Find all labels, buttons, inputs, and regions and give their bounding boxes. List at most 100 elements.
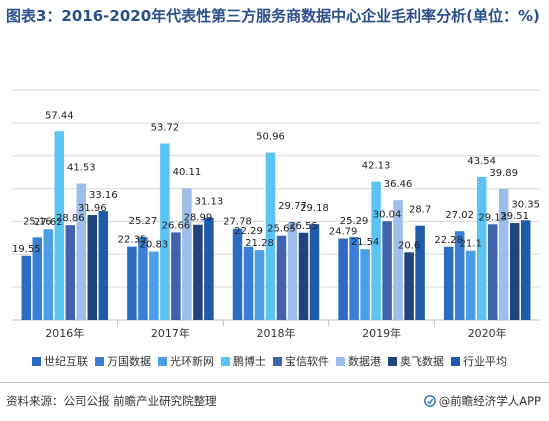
source-note: 资料来源：公司公报 前瞻产业研究院整理 [6,394,217,408]
bar [287,222,298,320]
bar [254,250,265,320]
bar [360,249,370,320]
bar [65,225,76,320]
legend-swatch [32,356,41,366]
bar [182,188,192,320]
bar [265,152,276,320]
legend-label: 世纪互联 [44,355,88,368]
legend-label: 奥飞数据 [400,355,444,368]
bar [43,229,54,320]
data-label: 27.62 [34,217,63,228]
bar [87,214,98,320]
brand-logo-icon [423,395,436,407]
legend-swatch [336,356,345,366]
brand-label: @前瞻经济学人APP [438,394,541,408]
bar [476,176,487,320]
data-label: 27.02 [445,210,474,221]
data-label: 22.29 [234,226,263,237]
data-label: 21.28 [245,238,274,249]
x-tick-label: 2019年 [362,326,401,340]
bar [520,220,531,320]
x-tick-label: 2020年 [468,326,507,340]
bar [349,236,359,320]
bar [276,235,287,320]
data-label: 30.35 [511,199,540,210]
data-label: 29.13 [478,212,507,223]
bar [204,217,214,320]
legend-swatch [221,356,230,366]
bar [171,232,181,320]
legend-item: 世纪互联 [32,353,88,369]
legend-swatch [273,356,282,366]
data-label: 22.28 [434,235,463,246]
legend-swatch [158,356,167,366]
bar [487,224,498,320]
data-label: 20.83 [140,240,169,251]
chart-title: 图表3：2016-2020年代表性第三方服务商数据中心企业毛利率分析(单位：%) [6,7,540,25]
data-label: 21.54 [351,237,380,248]
legend-label: 光环新网 [170,355,214,368]
legend-label: 鹏博士 [233,355,266,368]
bar [149,251,159,320]
legend-swatch [95,356,104,366]
data-label: 19.55 [12,244,41,255]
bar [127,246,137,320]
data-label: 39.89 [489,168,518,179]
data-label: 29.18 [300,203,329,214]
data-label: 43.54 [467,156,496,167]
data-label: 36.46 [384,179,413,190]
x-tick-label: 2018年 [257,326,296,340]
data-label: 25.29 [340,216,369,227]
bar [443,246,454,320]
data-label: 25.16 [23,216,52,227]
data-label: 24.79 [329,227,358,238]
data-label: 28.99 [184,213,213,224]
legend-item: 鹏博士 [221,353,266,369]
bar [309,224,320,320]
bar [54,131,65,320]
x-tick-label: 2016年 [45,326,84,340]
legend-item: 光环新网 [158,353,214,369]
legend-item: 行业平均 [451,353,507,369]
data-label: 31.96 [78,203,107,214]
brand-credit: @前瞻经济学人APP [423,393,541,409]
legend-label: 宝信软件 [285,355,329,368]
bar [393,200,403,320]
data-label: 21.1 [460,239,482,250]
bar [404,252,414,320]
data-label: 22.35 [118,235,147,246]
data-label: 40.11 [173,167,202,178]
data-label: 33.16 [89,190,118,201]
x-tick-label: 2017年 [151,326,190,340]
footer-divider [0,382,549,383]
data-label: 25.65 [267,224,296,235]
bar [382,221,392,320]
data-label: 50.96 [256,132,285,143]
bar [138,236,148,320]
legend-label: 万国数据 [107,355,151,368]
legend-label: 行业平均 [463,355,507,368]
data-label: 20.6 [398,240,420,251]
bar [371,181,381,320]
bar [454,231,465,320]
data-label: 29.77 [278,201,307,212]
legend-label: 数据港 [348,355,381,368]
data-label: 28.7 [409,205,431,216]
data-label: 26.66 [162,220,191,231]
bar [160,143,170,320]
bar [21,255,32,320]
bar [243,246,254,320]
data-label: 29.51 [500,211,529,222]
data-label: 26.55 [289,221,318,232]
data-label: 28.86 [56,213,85,224]
data-label: 27.78 [223,217,252,228]
legend-item: 宝信软件 [273,353,329,369]
bar [338,238,348,320]
bar [76,183,87,320]
bar [193,224,203,320]
legend-swatch [451,356,460,366]
bar [509,223,520,320]
legend-item: 数据港 [336,353,381,369]
data-label: 31.13 [195,197,224,208]
